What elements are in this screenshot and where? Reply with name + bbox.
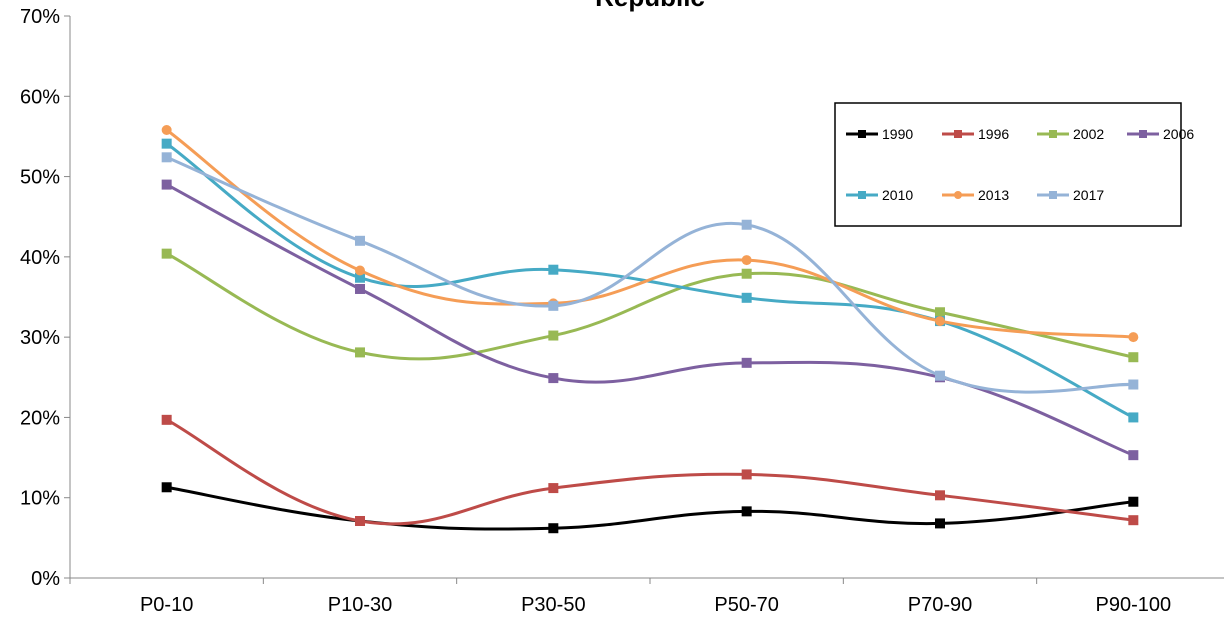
- data-point-1990: [161, 482, 172, 493]
- x-tick-label: P30-50: [521, 594, 586, 616]
- x-tick-label: P90-100: [1096, 594, 1172, 616]
- data-point-1990: [935, 518, 945, 529]
- data-point-2010: [355, 272, 365, 283]
- series-line-2017: [166, 155, 1134, 394]
- legend-swatch-marker: [858, 130, 866, 138]
- legend-label: 2002: [1073, 126, 1104, 142]
- legend-item-2017: 2017: [1037, 187, 1104, 203]
- data-point-1990: [1128, 496, 1139, 507]
- y-tick-label: 70%: [20, 6, 60, 28]
- data-point-2010: [741, 292, 752, 303]
- x-tick-label: P70-90: [908, 594, 973, 616]
- data-point-2006: [548, 373, 559, 384]
- data-point-2002: [741, 268, 752, 279]
- data-point-2010: [548, 264, 559, 275]
- legend-label: 1996: [978, 126, 1009, 142]
- series-1990: [161, 482, 1139, 534]
- data-point-2017: [355, 235, 365, 246]
- legend-item-1990: 1990: [846, 126, 913, 142]
- axes: 0% 10% 20% 30% 40% 50% 60% 70% P0-10 P10-30 P30-50…: [20, 6, 1224, 616]
- data-point-2006: [1128, 450, 1139, 461]
- chart-title: Republic: [595, 0, 705, 12]
- legend-swatch-marker: [954, 130, 962, 138]
- data-point-2017: [1128, 379, 1139, 390]
- data-point-2013: [161, 125, 172, 136]
- legend-item-2010: 2010: [846, 187, 913, 203]
- series-2017: [161, 152, 1139, 394]
- data-point-1996: [741, 469, 752, 480]
- data-point-2017: [548, 300, 559, 311]
- data-point-1996: [161, 414, 172, 425]
- data-point-2010: [161, 138, 172, 149]
- series-line-2013: [165, 128, 1134, 339]
- legend-box: [834, 102, 1182, 227]
- data-point-1990: [741, 506, 752, 517]
- legend-item-1996: 1996: [942, 126, 1009, 142]
- legend-swatch-marker: [954, 191, 962, 199]
- data-point-1996: [935, 490, 945, 501]
- data-point-2013: [355, 265, 365, 276]
- y-tick-label: 50%: [20, 167, 60, 189]
- x-tick-label: P10-30: [328, 594, 393, 616]
- legend-swatch-marker: [858, 191, 866, 199]
- data-point-2002: [355, 347, 365, 358]
- data-point-2017: [161, 152, 172, 163]
- legend-swatch-marker: [1139, 130, 1147, 138]
- data-point-2013: [741, 255, 752, 266]
- data-point-2002: [935, 307, 945, 318]
- data-point-2002: [548, 330, 559, 341]
- legend-label: 2006: [1163, 126, 1194, 142]
- data-point-2010: [1128, 412, 1139, 423]
- data-point-2017: [741, 219, 752, 230]
- data-point-1996: [355, 515, 365, 526]
- series-1996: [161, 414, 1139, 526]
- data-point-1996: [1128, 515, 1139, 526]
- legend-label: 2017: [1073, 187, 1104, 203]
- data-point-2006: [355, 283, 365, 294]
- y-tick-label: 0%: [31, 568, 60, 590]
- series-layer: [161, 125, 1139, 534]
- data-point-2006: [161, 179, 172, 190]
- data-point-1996: [548, 483, 559, 494]
- data-point-2017: [935, 370, 945, 381]
- data-point-2002: [161, 248, 172, 259]
- legend-item-2002: 2002: [1037, 126, 1104, 142]
- series-2002: [161, 248, 1139, 363]
- y-tick-label: 20%: [20, 407, 60, 429]
- y-tick-label: 10%: [20, 488, 60, 510]
- legend-label: 2013: [978, 187, 1009, 203]
- y-tick-label: 40%: [20, 247, 60, 269]
- series-line-2002: [165, 252, 1134, 361]
- legend-item-2013: 2013: [942, 187, 1009, 203]
- data-point-2013: [935, 316, 945, 327]
- data-point-2002: [1128, 352, 1139, 363]
- data-point-2013: [1128, 332, 1139, 343]
- y-tick-label: 30%: [20, 327, 60, 349]
- legend-swatch-marker: [1049, 130, 1057, 138]
- series-line-1996: [165, 418, 1134, 526]
- legend: 1990 1996 2002 2006 2010 2013 2017: [834, 102, 1194, 227]
- data-point-2006: [741, 357, 752, 368]
- legend-swatch-marker: [1049, 191, 1057, 199]
- x-tick-label: P0-10: [140, 594, 193, 616]
- series-line-1990: [166, 485, 1134, 531]
- legend-label: 1990: [882, 126, 913, 142]
- legend-item-2006: 2006: [1127, 126, 1194, 142]
- legend-label: 2010: [882, 187, 913, 203]
- y-tick-label: 60%: [20, 86, 60, 108]
- x-tick-label: P50-70: [714, 594, 779, 616]
- data-point-1990: [548, 523, 559, 534]
